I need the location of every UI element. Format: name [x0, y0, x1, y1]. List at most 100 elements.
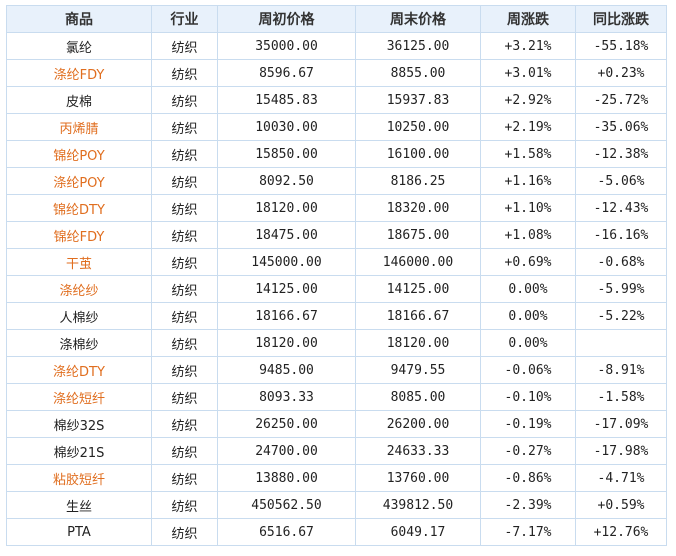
yoy-change-cell: -12.38%	[575, 140, 667, 168]
table-row: 涤纶纱 纺织 14125.00 14125.00 0.00% -5.99%	[6, 275, 667, 303]
table-row: 干茧 纺织 145000.00 146000.00 +0.69% -0.68%	[6, 248, 667, 276]
end-price-cell: 439812.50	[355, 491, 481, 519]
table-row: 生丝 纺织 450562.50 439812.50 -2.39% +0.59%	[6, 491, 667, 519]
table-row: 人棉纱 纺织 18166.67 18166.67 0.00% -5.22%	[6, 302, 667, 330]
end-price-cell: 24633.33	[355, 437, 481, 465]
commodity-cell: 棉纱32S	[6, 410, 152, 438]
yoy-change-cell: -5.22%	[575, 302, 667, 330]
commodity-cell[interactable]: 涤纶DTY	[6, 356, 152, 384]
start-price-cell: 26250.00	[217, 410, 356, 438]
commodity-cell[interactable]: 丙烯腈	[6, 113, 152, 141]
industry-cell: 纺织	[151, 32, 218, 60]
commodity-cell[interactable]: 涤纶纱	[6, 275, 152, 303]
industry-cell: 纺织	[151, 518, 218, 546]
start-price-cell: 14125.00	[217, 275, 356, 303]
table-row: PTA 纺织 6516.67 6049.17 -7.17% +12.76%	[6, 518, 667, 546]
table-row: 涤纶DTY 纺织 9485.00 9479.55 -0.06% -8.91%	[6, 356, 667, 384]
industry-cell: 纺织	[151, 383, 218, 411]
start-price-cell: 8092.50	[217, 167, 356, 195]
end-price-cell: 26200.00	[355, 410, 481, 438]
end-price-cell: 18675.00	[355, 221, 481, 249]
industry-cell: 纺织	[151, 437, 218, 465]
column-header-industry: 行业	[151, 5, 218, 33]
commodity-cell[interactable]: 涤纶POY	[6, 167, 152, 195]
end-price-cell: 10250.00	[355, 113, 481, 141]
end-price-cell: 18120.00	[355, 329, 481, 357]
commodity-cell[interactable]: 锦纶POY	[6, 140, 152, 168]
commodity-cell[interactable]: 锦纶DTY	[6, 194, 152, 222]
weekly-change-cell: +3.01%	[480, 59, 576, 87]
yoy-change-cell: -35.06%	[575, 113, 667, 141]
yoy-change-cell: +0.59%	[575, 491, 667, 519]
start-price-cell: 9485.00	[217, 356, 356, 384]
weekly-change-cell: -0.27%	[480, 437, 576, 465]
industry-cell: 纺织	[151, 491, 218, 519]
industry-cell: 纺织	[151, 167, 218, 195]
table-row: 涤纶POY 纺织 8092.50 8186.25 +1.16% -5.06%	[6, 167, 667, 195]
commodity-cell[interactable]: 锦纶FDY	[6, 221, 152, 249]
weekly-change-cell: -2.39%	[480, 491, 576, 519]
industry-cell: 纺织	[151, 410, 218, 438]
industry-cell: 纺织	[151, 302, 218, 330]
start-price-cell: 15485.83	[217, 86, 356, 114]
commodity-cell[interactable]: 干茧	[6, 248, 152, 276]
yoy-change-cell: +0.23%	[575, 59, 667, 87]
industry-cell: 纺织	[151, 221, 218, 249]
industry-cell: 纺织	[151, 59, 218, 87]
weekly-change-cell: +1.08%	[480, 221, 576, 249]
start-price-cell: 10030.00	[217, 113, 356, 141]
industry-cell: 纺织	[151, 86, 218, 114]
commodity-cell[interactable]: 涤纶FDY	[6, 59, 152, 87]
yoy-change-cell: -12.43%	[575, 194, 667, 222]
weekly-change-cell: 0.00%	[480, 329, 576, 357]
table-row: 皮棉 纺织 15485.83 15937.83 +2.92% -25.72%	[6, 86, 667, 114]
yoy-change-cell: -25.72%	[575, 86, 667, 114]
yoy-change-cell: -16.16%	[575, 221, 667, 249]
column-header-weekly-change: 周涨跌	[480, 5, 576, 33]
table-row: 涤棉纱 纺织 18120.00 18120.00 0.00%	[6, 329, 667, 357]
industry-cell: 纺织	[151, 356, 218, 384]
table-row: 棉纱21S 纺织 24700.00 24633.33 -0.27% -17.98%	[6, 437, 667, 465]
commodity-cell: 皮棉	[6, 86, 152, 114]
start-price-cell: 18475.00	[217, 221, 356, 249]
industry-cell: 纺织	[151, 194, 218, 222]
yoy-change-cell: -0.68%	[575, 248, 667, 276]
yoy-change-cell: -17.09%	[575, 410, 667, 438]
weekly-change-cell: -0.19%	[480, 410, 576, 438]
commodity-cell: 氯纶	[6, 32, 152, 60]
weekly-change-cell: +3.21%	[480, 32, 576, 60]
yoy-change-cell: -4.71%	[575, 464, 667, 492]
commodity-cell[interactable]: 粘胶短纤	[6, 464, 152, 492]
start-price-cell: 24700.00	[217, 437, 356, 465]
column-header-yoy-change: 同比涨跌	[575, 5, 667, 33]
commodity-cell: PTA	[6, 518, 152, 546]
start-price-cell: 450562.50	[217, 491, 356, 519]
table-row: 锦纶FDY 纺织 18475.00 18675.00 +1.08% -16.16%	[6, 221, 667, 249]
weekly-change-cell: -0.86%	[480, 464, 576, 492]
column-header-end-price: 周末价格	[355, 5, 481, 33]
industry-cell: 纺织	[151, 275, 218, 303]
end-price-cell: 9479.55	[355, 356, 481, 384]
start-price-cell: 145000.00	[217, 248, 356, 276]
industry-cell: 纺织	[151, 140, 218, 168]
end-price-cell: 8085.00	[355, 383, 481, 411]
table-row: 锦纶DTY 纺织 18120.00 18320.00 +1.10% -12.43%	[6, 194, 667, 222]
end-price-cell: 36125.00	[355, 32, 481, 60]
start-price-cell: 18120.00	[217, 194, 356, 222]
table-body: 氯纶 纺织 35000.00 36125.00 +3.21% -55.18% 涤纶FDY 纺织…	[6, 32, 667, 546]
start-price-cell: 15850.00	[217, 140, 356, 168]
start-price-cell: 18166.67	[217, 302, 356, 330]
yoy-change-cell: -17.98%	[575, 437, 667, 465]
table-row: 粘胶短纤 纺织 13880.00 13760.00 -0.86% -4.71%	[6, 464, 667, 492]
yoy-change-cell: -8.91%	[575, 356, 667, 384]
price-table: 商品 行业 周初价格 周末价格 周涨跌 同比涨跌 氯纶 纺织 35000.00 361…	[6, 5, 667, 546]
commodity-cell: 棉纱21S	[6, 437, 152, 465]
start-price-cell: 35000.00	[217, 32, 356, 60]
column-header-commodity: 商品	[6, 5, 152, 33]
commodity-cell: 涤棉纱	[6, 329, 152, 357]
end-price-cell: 16100.00	[355, 140, 481, 168]
commodity-cell[interactable]: 涤纶短纤	[6, 383, 152, 411]
yoy-change-cell: -55.18%	[575, 32, 667, 60]
weekly-change-cell: +1.16%	[480, 167, 576, 195]
weekly-change-cell: -0.06%	[480, 356, 576, 384]
